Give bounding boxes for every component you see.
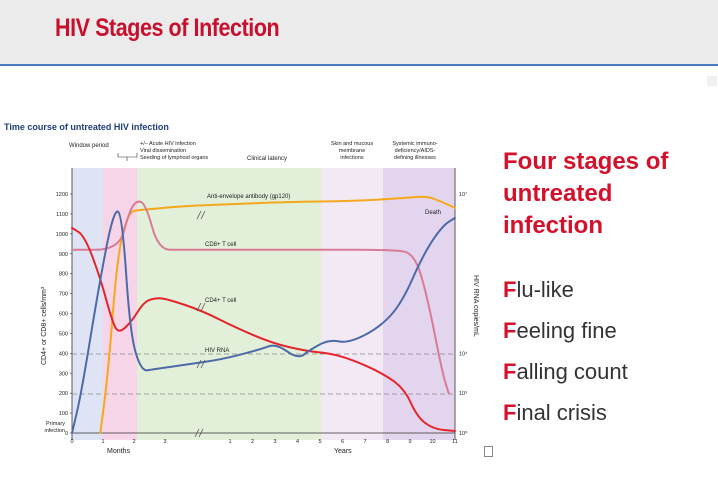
y2-tick-label: 10⁷ [459,191,467,198]
label-cd4: CD4+ T cell [205,298,236,304]
x-tick-label-year: 9 [408,439,411,445]
y-tick-label: 1100 [56,212,68,218]
y-tick-label: 1200 [56,192,68,198]
label-rna: HIV RNA [205,348,229,354]
series-line-hiv-rna [71,210,456,434]
x-tick-label-month: 1 [101,439,104,445]
phase-label-acute: +/– Acute HIV infection Viral disseminat… [140,141,208,161]
primary-line-1: Primary [46,421,65,427]
y-tick-label: 200 [59,391,68,397]
label-cd8: CD8+ T cell [205,242,236,248]
header-band [0,0,718,66]
stage-3: Falling count [503,359,628,385]
x-label-years: Years [334,448,352,455]
y-tick-label: 500 [59,331,68,337]
slide-title: HIV Stages of Infection [55,14,280,42]
y-tick-label: 400 [59,351,68,357]
y2-tick-label: 10³ [459,391,467,397]
y-tick-label: 1000 [56,232,68,238]
stage-2-text: eeling fine [516,318,617,343]
x-tick-label-year: 1 [228,439,231,445]
stage-1-initial: F [503,277,517,302]
acute-line-2: Viral dissemination [140,148,186,154]
x-tick-label-year: 2 [251,439,254,445]
axis-break-rna [196,359,206,369]
phase-label-latency: Clinical latency [247,156,287,162]
acute-bracket [117,153,138,161]
label-death: Death [425,210,441,216]
y2-axis-label: HIV RNA copies/mL [472,275,479,337]
y2-tick-label: 10⁴ [459,350,468,357]
label-antibody: Anti-envelope antibody (gp120) [207,194,290,200]
stage-1: Flu-like [503,277,574,303]
axis-break-xaxis [194,428,204,438]
x-label-months: Months [107,448,130,455]
y-tick-label: 800 [59,272,68,278]
x-tick-label-year: 4 [296,439,299,445]
y-tick-label: 600 [59,312,68,318]
x-tick-label-month: 3 [163,439,166,445]
primary-line-2: infection [45,428,66,434]
primary-infection-label: Primary infection [45,421,66,434]
acute-line-1: +/– Acute HIV infection [140,141,196,147]
series-line-cd4-t-cell [71,226,456,432]
y2-tick-labels: 10⁷ 10⁴ 10³ 10⁰ [459,191,468,437]
y-axis-label: CD4+ or CD8+ cells/mm³ [41,286,48,365]
axis-break-antibody [196,210,206,220]
header-rule [0,64,718,66]
skin-line-3: infections [340,155,363,161]
x-tick-label-year: 11 [452,439,458,445]
x-tick-labels: 0 1 2 3 1 2 3 4 5 6 7 8 9 10 11 [70,439,457,445]
skin-line-2: membrane [339,148,365,154]
stage-1-text: lu-like [516,277,574,302]
stage-4: Final crisis [503,400,607,426]
x-tick-label-month: 0 [70,439,73,445]
x-tick-label-year: 8 [386,439,389,445]
axis-break-marks [194,210,206,438]
phase-window-bg [72,168,103,440]
stage-3-text: alling count [516,359,628,384]
x-tick-label-month: 2 [132,439,135,445]
corner-mark [484,446,493,457]
skin-line-1: Skin and mucous [331,141,373,147]
y-tick-label: 700 [59,292,68,298]
acute-line-3: Seeding of lymphoid organs [140,155,208,161]
x-tick-label-year: 10 [429,439,435,445]
phase-skin-bg [321,168,383,440]
slide-corner-marker [707,76,717,86]
stage-2: Feeling fine [503,318,617,344]
axis-break-cd4 [196,302,206,312]
phase-label-skin: Skin and mucous membrane infections [331,141,373,161]
stage-4-text: inal crisis [516,400,607,425]
series-line-cd8-t-cell [71,200,450,395]
stage-3-initial: F [503,359,517,384]
x-tick-label-year: 3 [273,439,276,445]
aids-line-2: deficiency/AIDS- [395,148,436,154]
y2-tick-label: 10⁰ [459,430,468,437]
phase-label-window: Window period [69,143,109,149]
phase-aids-bg [383,168,455,440]
aids-line-1: Systemic immuno- [392,141,437,147]
y-tick-label: 100 [59,411,68,417]
y-tick-label: 300 [59,371,68,377]
series-layer [71,195,456,434]
chart-title: Time course of untreated HIV infection [4,122,169,132]
phase-label-aids: Systemic immuno- deficiency/AIDS- defini… [392,141,437,161]
y-tick-label: 0 [65,431,68,437]
y-tick-label: 900 [59,252,68,258]
series-line-anti-envelope-antibody-gp120 [99,195,456,434]
stage-4-initial: F [503,400,517,425]
hiv-course-chart: Window period +/– Acute HIV infection Vi… [41,141,479,455]
stage-2-initial: F [503,318,517,343]
x-tick-label-year: 5 [318,439,321,445]
phase-latency-bg [137,168,321,440]
side-heading: Four stages of untreated infection [503,148,669,239]
x-tick-label-year: 6 [341,439,344,445]
x-tick-label-year: 7 [363,439,366,445]
aids-line-3: defining illnesses [394,155,436,161]
